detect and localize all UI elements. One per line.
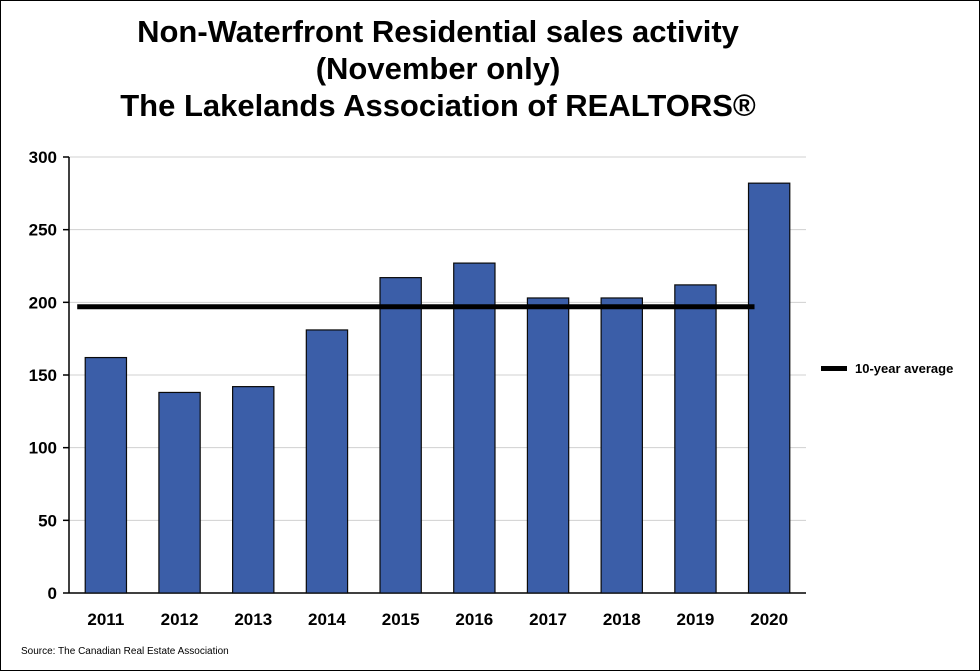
y-tick-label: 50 — [38, 511, 57, 530]
y-tick-label: 0 — [48, 584, 57, 603]
x-tick-label: 2014 — [308, 610, 346, 629]
title-line-2: (November only) — [315, 51, 561, 86]
x-tick-label: 2015 — [382, 610, 420, 629]
bar-2014 — [305, 329, 349, 594]
legend: 10-year average — [821, 361, 953, 376]
x-tick-label: 2011 — [87, 610, 124, 629]
chart-title: Non-Waterfront Residential sales activit… — [1, 13, 875, 124]
y-tick-label: 150 — [29, 366, 57, 385]
bar-2019 — [674, 284, 717, 594]
title-line-3: The Lakelands Association of REALTORS® — [120, 88, 756, 123]
legend-line-swatch — [821, 366, 847, 371]
y-tick-label: 100 — [29, 439, 57, 458]
bar-2012 — [158, 391, 201, 594]
y-tick-label: 250 — [29, 221, 57, 240]
bar-2015 — [379, 277, 422, 594]
bar-2016 — [453, 262, 496, 594]
bar-2020 — [747, 182, 791, 594]
bar-2013 — [232, 386, 275, 594]
x-tick-label: 2018 — [603, 610, 641, 629]
bar-2011 — [84, 356, 128, 594]
source-note: Source: The Canadian Real Estate Associa… — [21, 646, 229, 657]
x-tick-label: 2020 — [750, 610, 788, 629]
x-tick-label: 2019 — [677, 610, 715, 629]
bar-2017 — [526, 297, 570, 594]
title-line-1: Non-Waterfront Residential sales activit… — [137, 14, 739, 49]
x-tick-label: 2016 — [455, 610, 493, 629]
x-tick-label: 2012 — [161, 610, 199, 629]
y-tick-label: 300 — [29, 148, 57, 167]
x-tick-label: 2013 — [234, 610, 272, 629]
x-tick-label: 2017 — [529, 610, 567, 629]
y-tick-label: 200 — [29, 293, 57, 312]
bar-2018 — [600, 297, 643, 594]
legend-label: 10-year average — [855, 361, 954, 376]
